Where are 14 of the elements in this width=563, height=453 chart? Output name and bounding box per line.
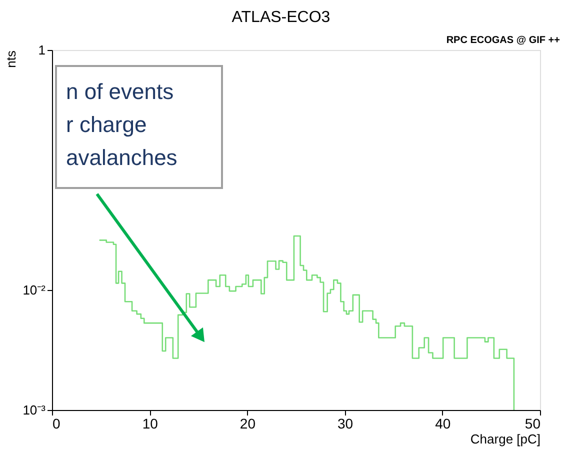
- x-tick-label: 50: [524, 416, 541, 432]
- chart-title: ATLAS-ECO3: [232, 9, 330, 26]
- x-tick-label: 0: [52, 416, 60, 432]
- x-tick-label: 30: [338, 416, 354, 432]
- y-axis-title: nts: [4, 50, 19, 68]
- y-tick-label: 1: [38, 42, 46, 58]
- y-tick-label: 10⁻²: [22, 282, 46, 298]
- x-tick-label: 20: [240, 416, 256, 432]
- x-tick-label: 10: [142, 416, 158, 432]
- y-tick-label: 10⁻³: [22, 402, 46, 418]
- text: RPC ECOGAS @ GIF ++: [446, 35, 560, 46]
- x-axis-title: Charge [pC]: [470, 432, 540, 446]
- annotation: n of events r charge avalanches: [66, 79, 178, 170]
- x-tick-label: 40: [435, 416, 451, 432]
